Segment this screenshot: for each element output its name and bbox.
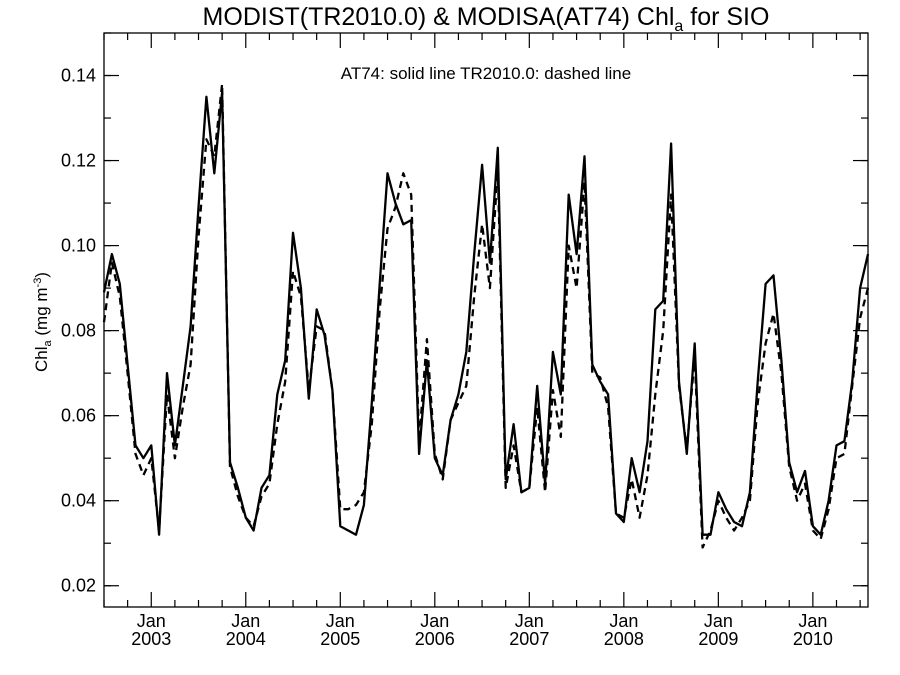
y-tick-label: 0.14 — [61, 66, 96, 86]
x-tick-year-label: 2007 — [509, 629, 549, 649]
y-axis-label: Chla (mg m-3) — [32, 272, 54, 372]
line-style-annotation: AT74: solid line TR2010.0: dashed line — [341, 64, 631, 83]
chart-title: MODIST(TR2010.0) & MODISA(AT74) Chla for… — [203, 3, 770, 35]
x-tick-month-label: Jan — [231, 611, 260, 631]
x-tick-year-label: 2004 — [226, 629, 266, 649]
y-tick-label: 0.12 — [61, 151, 96, 171]
series-tr2010-dashed-line — [102, 82, 870, 549]
x-tick-month-label: Jan — [137, 611, 166, 631]
y-tick-label: 0.06 — [61, 406, 96, 426]
x-tick-month-label: Jan — [798, 611, 827, 631]
x-tick-year-label: 2006 — [415, 629, 455, 649]
y-tick-label: 0.08 — [61, 321, 96, 341]
y-tick-label: 0.10 — [61, 236, 96, 256]
x-tick-month-label: Jan — [704, 611, 733, 631]
y-tick-label: 0.02 — [61, 576, 96, 596]
x-tick-year-label: 2003 — [131, 629, 171, 649]
y-tick-label: 0.04 — [61, 491, 96, 511]
x-axis-ticks: Jan2003Jan2004Jan2005Jan2006Jan2007Jan20… — [103, 33, 861, 649]
y-axis-ticks: 0.02 0.04 0.06 0.08 0.10 0.12 0.14 — [61, 32, 868, 596]
x-tick-month-label: Jan — [515, 611, 544, 631]
x-tick-year-label: 2009 — [698, 629, 738, 649]
x-tick-year-label: 2005 — [320, 629, 360, 649]
x-tick-month-label: Jan — [609, 611, 638, 631]
x-tick-year-label: 2010 — [793, 629, 833, 649]
x-tick-month-label: Jan — [326, 611, 355, 631]
series-at74-solid-line — [102, 91, 870, 536]
series-layer — [102, 82, 870, 549]
x-tick-year-label: 2008 — [604, 629, 644, 649]
x-tick-month-label: Jan — [420, 611, 449, 631]
